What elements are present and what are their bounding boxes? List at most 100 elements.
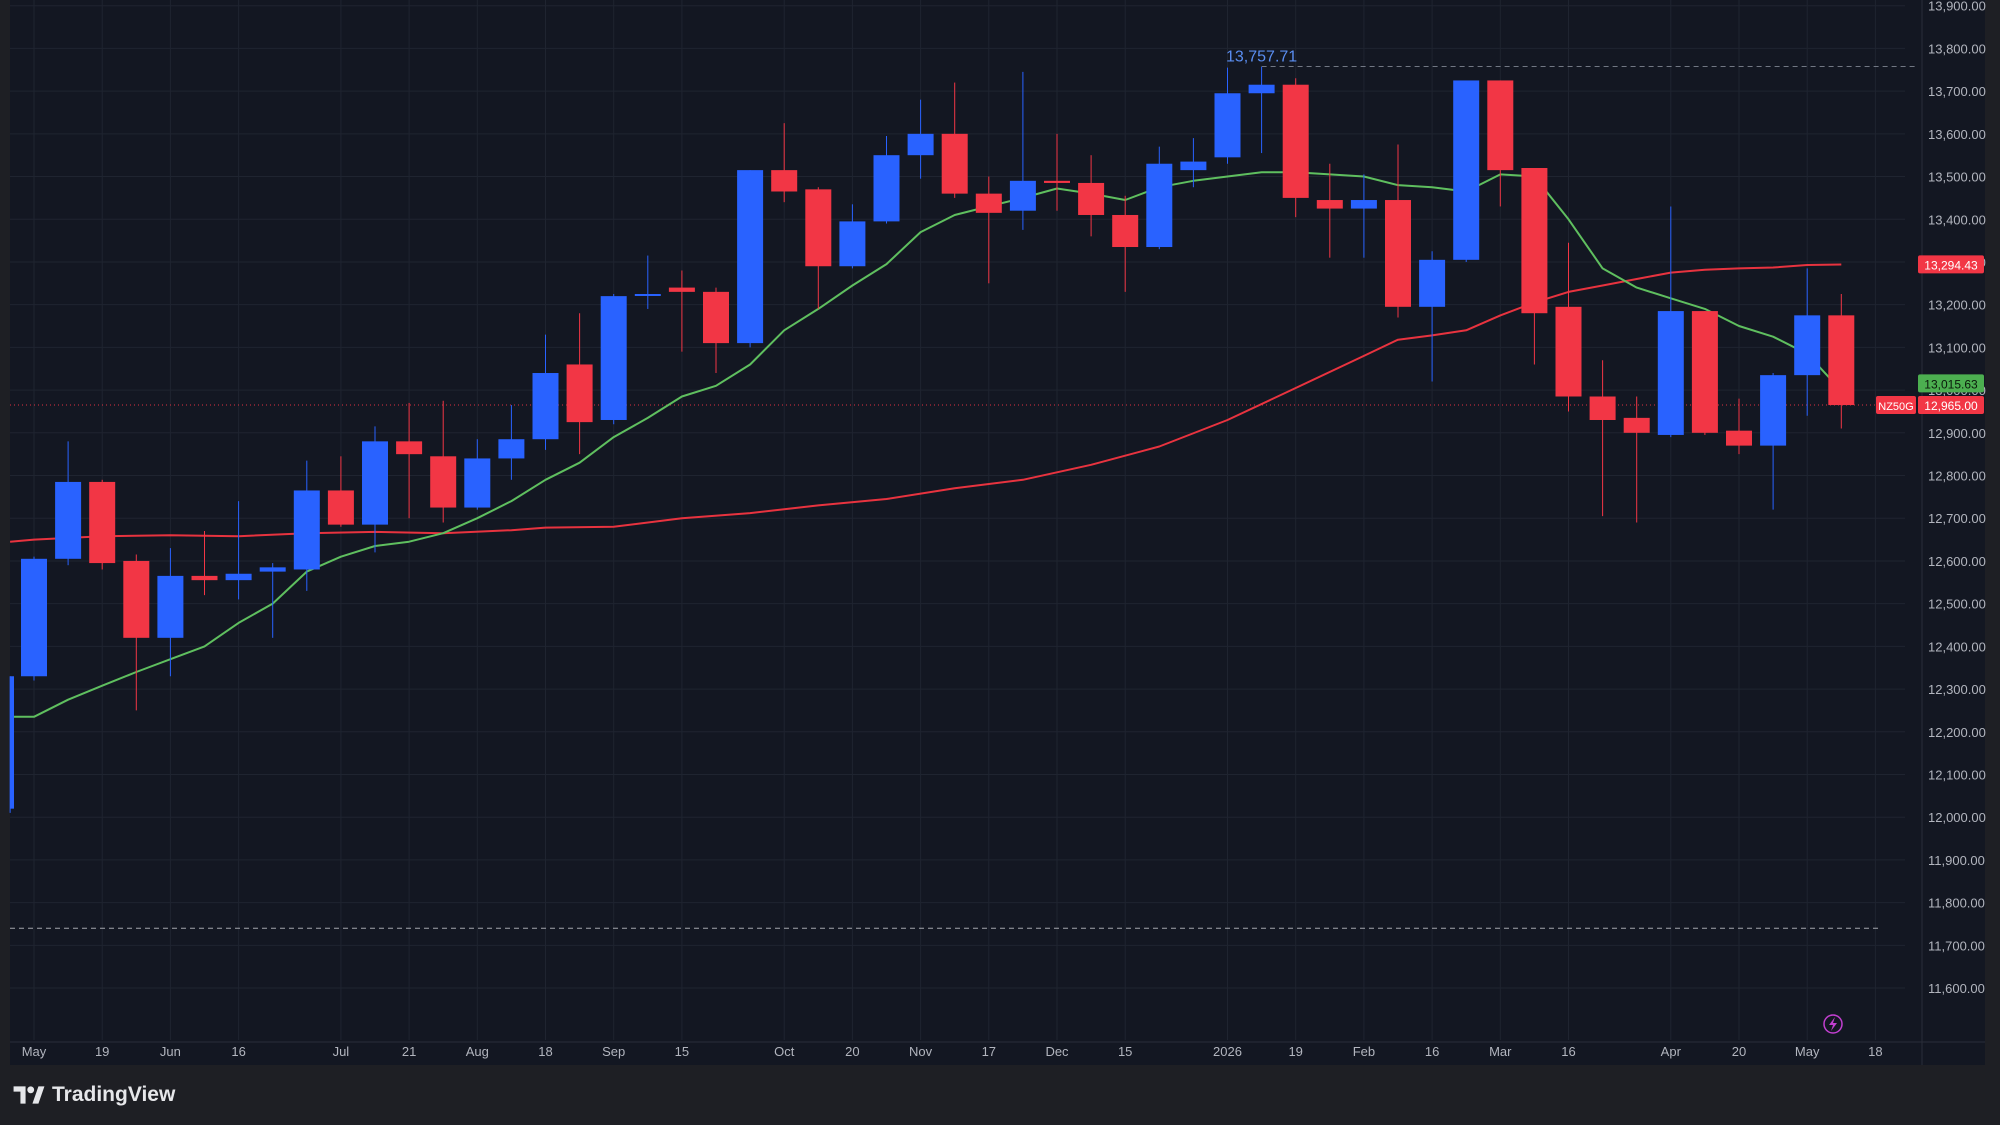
price-axis-tick-label: 12,500.00 xyxy=(1928,597,1986,612)
candle-body-down xyxy=(1487,80,1514,171)
price-axis-tick-label: 12,000.00 xyxy=(1928,810,1986,825)
candle-body-up xyxy=(10,676,14,809)
candle-body-down xyxy=(668,287,695,292)
price-axis-tick-label: 13,900.00 xyxy=(1928,0,1986,14)
lightning-bolt-glyph xyxy=(1829,1017,1837,1031)
time-axis-tick-label: 16 xyxy=(231,1044,245,1059)
candle-body-up xyxy=(225,573,252,581)
candle-body-down xyxy=(1316,200,1343,209)
time-axis-tick-label: Jun xyxy=(160,1044,181,1059)
ma-fast-price-badge-bg xyxy=(1918,374,1984,393)
current-price-badge-bg xyxy=(1918,396,1984,415)
price-axis-tick-label: 13,800.00 xyxy=(1928,41,1986,56)
candle-body-down xyxy=(1044,180,1070,183)
candle-body-down xyxy=(1623,417,1650,433)
price-axis-tick-label: 13,500.00 xyxy=(1928,170,1986,185)
candle-body-up xyxy=(1350,200,1377,209)
current-price-badge: 12,965.00 xyxy=(1924,399,1978,413)
candle-body-up xyxy=(839,221,866,267)
time-axis-tick-label: 18 xyxy=(1868,1044,1882,1059)
candle-body-down xyxy=(191,575,218,581)
brand[interactable]: TradingView xyxy=(12,1082,175,1108)
price-axis-tick-label: 13,700.00 xyxy=(1928,84,1986,99)
price-axis-tick-label: 13,400.00 xyxy=(1928,212,1986,227)
candle-body-down xyxy=(1521,168,1548,314)
time-axis-tick-label: 16 xyxy=(1425,1044,1439,1059)
candle-body-down xyxy=(396,441,423,455)
chart-canvas[interactable]: 13,757.71 11,600.00 11,700.00 11,800.00 11,9… xyxy=(0,0,2000,1065)
time-axis-tick-label: 15 xyxy=(1118,1044,1132,1059)
candle-body-up xyxy=(600,296,627,420)
candle-body-up xyxy=(1760,375,1787,446)
candle-body-down xyxy=(327,490,354,525)
candle-body-up xyxy=(1419,259,1446,307)
candle-body-up xyxy=(737,170,764,344)
time-axis-tick-label: 18 xyxy=(538,1044,552,1059)
price-axis-tick-label: 12,600.00 xyxy=(1928,554,1986,569)
time-axis-tick-label: Nov xyxy=(909,1044,933,1059)
candle-body-up xyxy=(362,441,388,525)
price-axis-tick-label: 13,100.00 xyxy=(1928,340,1986,355)
candle-body-up xyxy=(532,373,559,440)
candle-body-down xyxy=(703,291,729,344)
candle-body-down xyxy=(1726,430,1752,446)
time-axis-tick-label: Aug xyxy=(466,1044,489,1059)
candle-body-up xyxy=(1214,93,1241,158)
price-axis-tick-label: 12,900.00 xyxy=(1928,426,1986,441)
candle-body-down xyxy=(1589,396,1616,420)
candle-body-down xyxy=(1555,306,1582,397)
candle-body-down xyxy=(941,133,968,194)
candle-body-up xyxy=(907,133,934,156)
candle-body-up xyxy=(1180,161,1207,171)
candle-body-down xyxy=(1112,214,1139,248)
candle-body-up xyxy=(259,567,286,572)
candle-body-down xyxy=(805,189,832,267)
price-axis-tick-label: 11,600.00 xyxy=(1928,981,1985,996)
high-price-label: 13,757.71 xyxy=(1226,48,1297,65)
brand-name: TradingView xyxy=(52,1083,176,1106)
price-axis-tick-label: 11,800.00 xyxy=(1928,896,1985,911)
time-axis-tick-label: Jul xyxy=(333,1044,350,1059)
time-axis-tick-label: Feb xyxy=(1353,1044,1375,1059)
time-axis-tick-label: 19 xyxy=(1288,1044,1302,1059)
candle-body-up xyxy=(157,575,184,638)
time-axis-tick-label: 2026 xyxy=(1213,1044,1242,1059)
symbol-tag: NZ50G xyxy=(1878,401,1913,413)
candle-body-up xyxy=(634,293,661,296)
ma-slow-price-badge: 13,294.43 xyxy=(1924,258,1978,272)
price-axis-tick-label: 12,100.00 xyxy=(1928,767,1986,782)
footer-bar xyxy=(0,1065,2000,1125)
price-axis-tick-label: 12,200.00 xyxy=(1928,725,1986,740)
candle-body-down xyxy=(1828,315,1855,406)
candle-body-down xyxy=(1691,311,1718,433)
candle-body-down xyxy=(1078,182,1105,215)
candle-body-up xyxy=(1146,163,1173,248)
lightning-icon[interactable] xyxy=(1823,1014,1843,1034)
candle-body-down xyxy=(566,364,593,423)
candle-body-up xyxy=(1248,84,1275,94)
time-axis-tick-label: Oct xyxy=(774,1044,795,1059)
time-axis-tick-label: 19 xyxy=(95,1044,109,1059)
time-axis-tick-label: 20 xyxy=(1732,1044,1746,1059)
candle-body-up xyxy=(21,558,47,677)
candle-body-up xyxy=(498,439,525,459)
ma-fast-price-badge: 13,015.63 xyxy=(1924,377,1978,391)
candle-body-down xyxy=(771,170,798,192)
price-axis-tick-label: 11,700.00 xyxy=(1928,938,1985,953)
time-axis-tick-label: Dec xyxy=(1045,1044,1069,1059)
time-axis-tick-label: 16 xyxy=(1561,1044,1575,1059)
candle-body-down xyxy=(89,481,116,564)
time-axis-tick-label: May xyxy=(1795,1044,1820,1059)
tradingview-logo-icon xyxy=(13,1086,45,1104)
time-axis-tick-label: Sep xyxy=(602,1044,625,1059)
candle-body-down xyxy=(123,560,150,638)
price-axis-tick-label: 12,800.00 xyxy=(1928,469,1986,484)
candle-body-up xyxy=(1453,80,1480,260)
candle-body-down xyxy=(430,456,457,508)
symbol-tag-bg xyxy=(1876,396,1916,415)
time-axis-tick-label: Apr xyxy=(1661,1044,1682,1059)
candle-body-up xyxy=(55,481,82,559)
candle-body-up xyxy=(1794,315,1821,376)
candle-body-up xyxy=(1009,180,1036,211)
